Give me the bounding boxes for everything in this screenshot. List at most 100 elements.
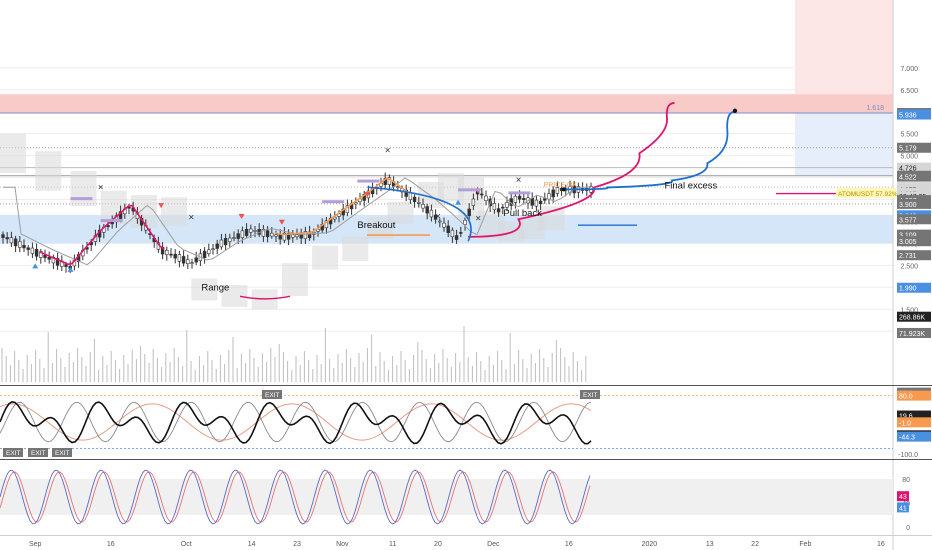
candle-body xyxy=(9,237,14,244)
sell-triangle-marker xyxy=(364,192,371,198)
candle-body xyxy=(467,208,471,217)
price-badge-text: 3.900 xyxy=(899,202,917,209)
candle-body xyxy=(291,234,295,238)
osc2-badge xyxy=(897,502,909,513)
price-badge-text: 1.990 xyxy=(899,286,917,293)
candle-body xyxy=(34,248,39,257)
price-badge xyxy=(897,142,931,153)
price-badge-text: 3.005 xyxy=(899,239,917,246)
fib-label: 1.618 xyxy=(866,105,884,112)
candle-body xyxy=(471,198,476,206)
cloud-block xyxy=(70,170,97,207)
candle-body xyxy=(463,219,467,225)
candle-body xyxy=(408,192,413,201)
cloud-block xyxy=(538,206,565,231)
buy-triangle-marker xyxy=(455,199,462,205)
symbol-change-box xyxy=(836,187,896,198)
candle-body xyxy=(496,208,501,213)
time-tick-label: 16 xyxy=(565,541,573,548)
osc1-badge xyxy=(897,431,931,442)
candle-body xyxy=(543,198,547,201)
price-tick-label: 5.500 xyxy=(900,132,918,139)
price-badge-text: 268.86K xyxy=(899,315,925,322)
osc1-tick-label: -100.0 xyxy=(898,452,918,459)
price-badge xyxy=(897,327,931,338)
candle-body xyxy=(228,237,232,242)
candle-body xyxy=(215,243,219,249)
exit-marker xyxy=(580,390,600,399)
osc1-fast-line xyxy=(0,401,592,443)
cloud-block xyxy=(518,217,545,240)
price-badge-text: 3.109 xyxy=(899,233,917,240)
candle-body xyxy=(18,241,22,248)
candle-body xyxy=(454,235,459,240)
candle-body xyxy=(450,229,455,238)
candle-body xyxy=(442,222,446,228)
candle-body xyxy=(1,234,5,238)
candle-body xyxy=(265,230,270,238)
candle-body xyxy=(181,256,186,264)
osc1-badge-text: -1.0 xyxy=(899,420,911,427)
candle-body xyxy=(232,237,236,239)
candle-body xyxy=(433,214,438,220)
sell-triangle-marker xyxy=(158,203,165,209)
candle-body xyxy=(492,203,497,211)
exit-marker xyxy=(28,448,48,457)
candle-body xyxy=(387,177,392,185)
osc2-d-line xyxy=(0,471,591,523)
level-tick xyxy=(508,191,531,195)
signal-cross-marker: × xyxy=(98,183,104,194)
candle-body xyxy=(324,220,329,229)
candle-body xyxy=(43,254,47,258)
time-tick-label: 23 xyxy=(293,541,301,548)
candle-body xyxy=(421,204,425,209)
cloud-block xyxy=(221,285,248,308)
candle-body xyxy=(173,253,177,259)
time-tick-label: Dec xyxy=(487,541,500,548)
signal-cross-marker: × xyxy=(516,175,522,186)
candle-body xyxy=(354,202,358,205)
exit-marker-text: EXIT xyxy=(6,450,20,457)
cloud-block xyxy=(281,263,308,297)
candle-body xyxy=(236,233,240,239)
target-dot xyxy=(732,108,738,114)
candle-body xyxy=(177,254,182,262)
level-tick xyxy=(100,219,123,223)
osc1-badge-text: -44.3 xyxy=(899,435,915,442)
time-tick-label: 13 xyxy=(706,541,714,548)
price-badge-text: 5.936 xyxy=(899,113,917,120)
target-zone-bottom xyxy=(795,113,893,176)
sell-triangle-marker xyxy=(278,219,285,225)
trend-segment-pink xyxy=(39,204,165,266)
osc2-tick-label: 80 xyxy=(902,477,910,484)
candle-body xyxy=(303,231,308,239)
candle-body xyxy=(223,238,228,246)
candle-body xyxy=(412,196,417,202)
sell-triangle-marker xyxy=(238,214,245,220)
candle-body xyxy=(530,197,534,206)
osc2-k-line xyxy=(0,469,591,525)
candle-body xyxy=(202,250,207,259)
osc2-badge-text: 43 xyxy=(899,494,907,501)
candle-body xyxy=(47,256,51,260)
current-price-dot xyxy=(561,187,566,192)
candle-body xyxy=(270,232,274,237)
candle-body xyxy=(484,195,488,201)
price-badge-text: 4.726 xyxy=(899,166,917,173)
candle-body xyxy=(396,186,400,189)
candle-body xyxy=(55,258,60,266)
price-tick-label: 5.000 xyxy=(900,154,918,161)
cloud-block xyxy=(387,201,414,224)
exit-marker-text: EXIT xyxy=(583,392,597,399)
signal-cross-marker: × xyxy=(475,213,481,224)
candle-body xyxy=(480,193,484,196)
time-tick-label: 2020 xyxy=(642,541,658,548)
price-badge xyxy=(897,109,931,120)
candle-body xyxy=(417,202,421,204)
cloud-block xyxy=(161,197,188,226)
time-tick-label: 16 xyxy=(107,541,115,548)
candle-body xyxy=(555,187,560,194)
